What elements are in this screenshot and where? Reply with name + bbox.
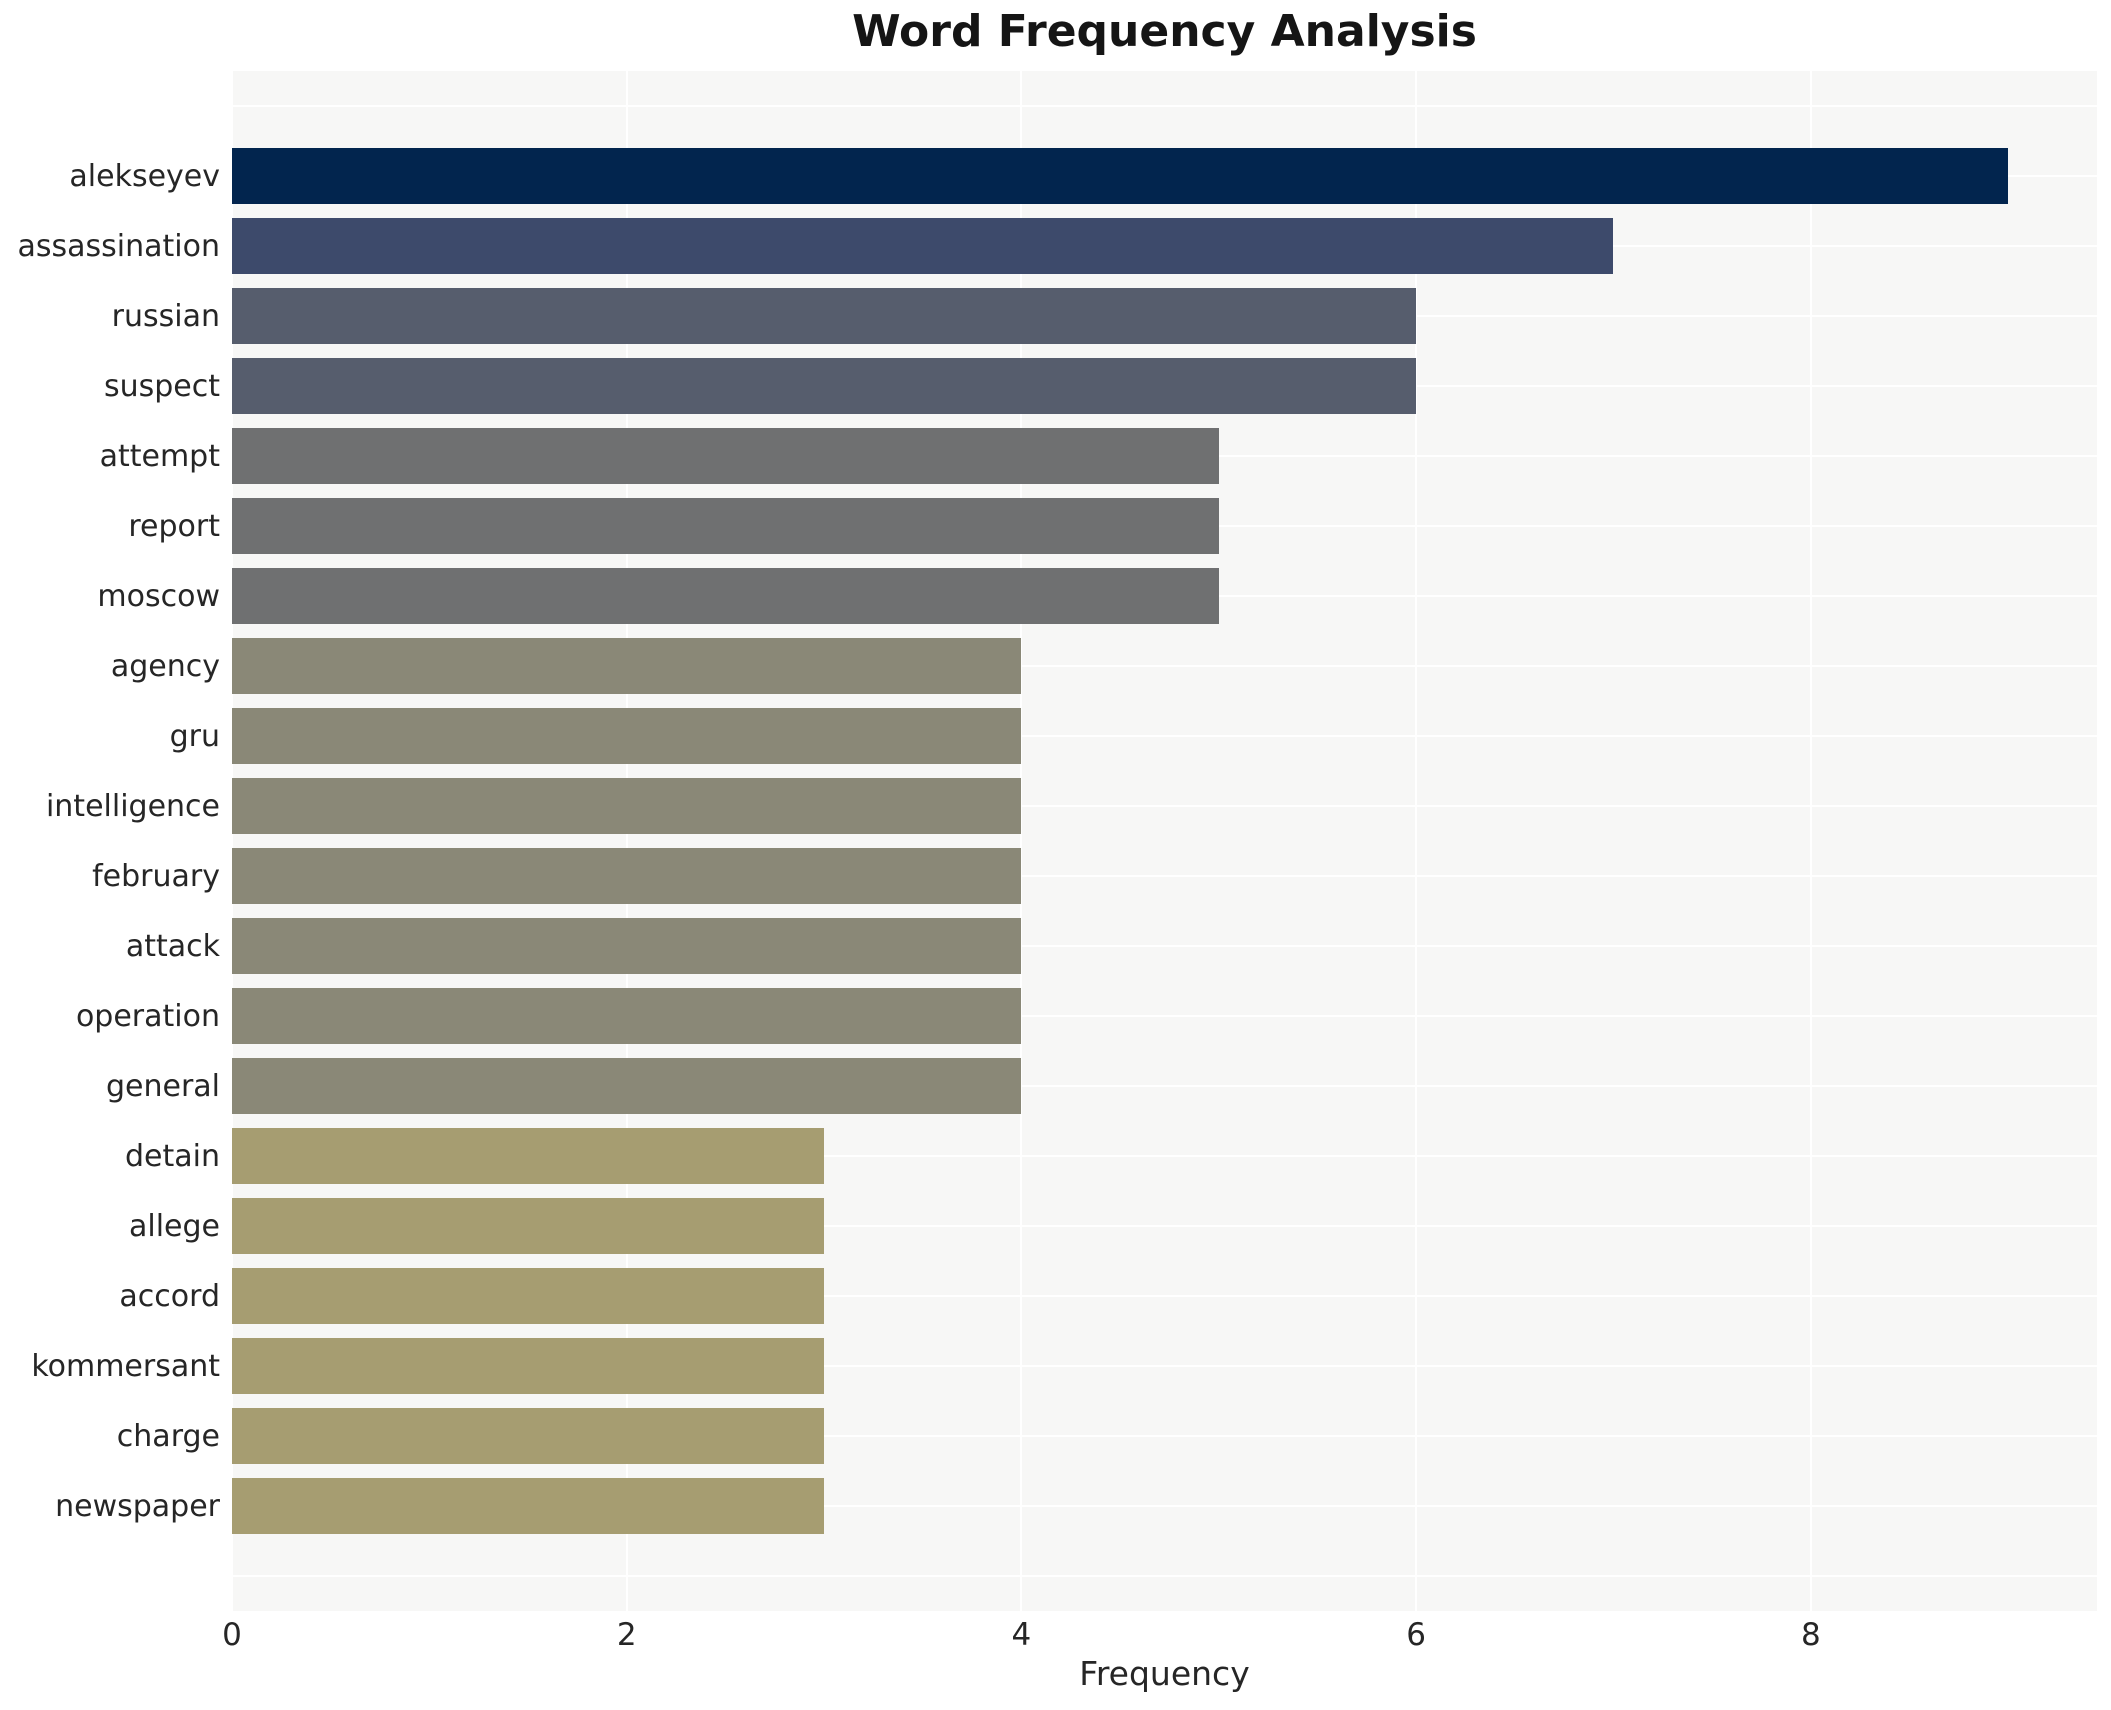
y-tick-label: allege [128, 1208, 220, 1244]
bar-general [232, 1058, 1022, 1114]
y-tick-label: alekseyev [69, 158, 220, 194]
bar-assassination [232, 218, 1614, 274]
y-tick-label: attack [125, 928, 220, 964]
chart-title: Word Frequency Analysis [852, 6, 1477, 57]
bar-alekseyev [232, 148, 2009, 204]
bar-row [232, 491, 2097, 561]
y-tick-label: attempt [99, 438, 220, 474]
y-tick-label: gru [169, 718, 220, 754]
bars-container [232, 71, 2097, 1611]
bar-row [232, 351, 2097, 421]
y-tick-label: newspaper [55, 1488, 220, 1524]
bar-row [232, 561, 2097, 631]
bar-row [232, 981, 2097, 1051]
gridline-vertical [625, 71, 628, 1611]
bar-row [232, 1051, 2097, 1121]
bar-detain [232, 1128, 825, 1184]
y-tick-label: suspect [103, 368, 220, 404]
bar-row [232, 211, 2097, 281]
bar-agency [232, 638, 1022, 694]
bar-suspect [232, 358, 1417, 414]
bar-row [232, 1331, 2097, 1401]
bar-row [232, 771, 2097, 841]
bar-gru [232, 708, 1022, 764]
y-tick-label: report [128, 508, 220, 544]
bar-row [232, 281, 2097, 351]
bar-row [232, 1471, 2097, 1541]
y-tick-label: moscow [97, 578, 220, 614]
bar-attempt [232, 428, 1219, 484]
bar-attack [232, 918, 1022, 974]
y-tick-label: kommersant [31, 1348, 220, 1384]
bar-row [232, 1121, 2097, 1191]
bar-row [232, 1191, 2097, 1261]
bar-row [232, 631, 2097, 701]
bar-row [232, 841, 2097, 911]
x-tick-label: 6 [1406, 1617, 1426, 1653]
bar-row [232, 701, 2097, 771]
y-tick-label: february [92, 858, 220, 894]
y-tick-label: general [105, 1068, 220, 1104]
gridline-vertical [1415, 71, 1418, 1611]
gridline-vertical [1809, 71, 1812, 1611]
bar-operation [232, 988, 1022, 1044]
x-axis-label: Frequency [1079, 1654, 1250, 1693]
bar-row [232, 1261, 2097, 1331]
y-tick-label: charge [116, 1418, 220, 1454]
y-tick-label: assassination [17, 228, 221, 264]
bar-allege [232, 1198, 825, 1254]
bar-charge [232, 1408, 825, 1464]
bar-moscow [232, 568, 1219, 624]
bar-accord [232, 1268, 825, 1324]
bar-intelligence [232, 778, 1022, 834]
x-tick-label: 0 [222, 1617, 242, 1653]
gridline-vertical [1020, 71, 1023, 1611]
y-tick-label: russian [111, 298, 220, 334]
y-tick-label: intelligence [45, 788, 220, 824]
bar-row [232, 911, 2097, 981]
bar-report [232, 498, 1219, 554]
bar-february [232, 848, 1022, 904]
plot-area [231, 71, 2097, 1611]
bar-russian [232, 288, 1417, 344]
gridline-vertical [231, 71, 233, 1611]
y-tick-label: accord [119, 1278, 220, 1314]
y-tick-label: agency [110, 648, 220, 684]
x-tick-label: 4 [1011, 1617, 1032, 1653]
bar-row [232, 421, 2097, 491]
bar-newspaper [232, 1478, 825, 1534]
y-axis-labels: alekseyev assassination russian suspect atte… [0, 71, 221, 1611]
y-tick-label: operation [75, 998, 220, 1034]
bar-row [232, 1401, 2097, 1471]
y-tick-label: detain [125, 1138, 220, 1174]
x-tick-label: 8 [1800, 1617, 1821, 1653]
x-tick-label: 2 [616, 1617, 637, 1653]
bar-kommersant [232, 1338, 825, 1394]
bar-row [232, 141, 2097, 211]
